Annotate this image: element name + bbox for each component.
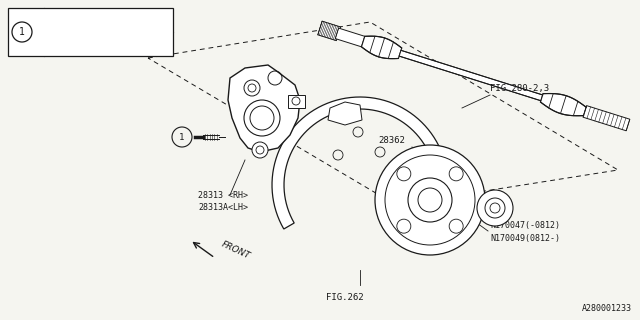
Circle shape [449,219,463,233]
Text: N170047(-0812): N170047(-0812) [490,220,560,229]
Circle shape [244,100,280,136]
Polygon shape [228,65,300,152]
Circle shape [252,142,268,158]
Polygon shape [335,28,365,47]
Polygon shape [272,97,448,242]
Polygon shape [583,106,630,131]
Circle shape [375,145,485,255]
Polygon shape [399,50,543,101]
Polygon shape [318,21,340,41]
Text: A280001233: A280001233 [582,304,632,313]
Circle shape [449,167,463,181]
Text: M000409: M000409 [61,39,97,49]
Polygon shape [362,36,402,59]
Text: FIG.280-2,3: FIG.280-2,3 [490,84,549,92]
Text: 1: 1 [19,27,25,37]
Text: < -1201>: < -1201> [124,16,164,26]
Text: 28313A<LH>: 28313A<LH> [198,203,248,212]
Circle shape [397,219,411,233]
Circle shape [408,178,452,222]
Text: 28313 <RH>: 28313 <RH> [198,190,248,199]
Text: <1201- >: <1201- > [124,39,164,49]
Text: N170049(0812-): N170049(0812-) [490,234,560,243]
Polygon shape [540,93,586,116]
Text: 1: 1 [179,132,185,141]
Circle shape [397,167,411,181]
Bar [8,8,173,56]
Polygon shape [288,95,305,108]
Text: 28362: 28362 [378,135,405,145]
Text: FRONT: FRONT [220,239,252,260]
Circle shape [477,190,513,226]
Text: FIG.262: FIG.262 [326,293,364,302]
Text: 28365: 28365 [398,154,425,163]
Text: M000238: M000238 [61,16,97,26]
Polygon shape [328,102,362,125]
